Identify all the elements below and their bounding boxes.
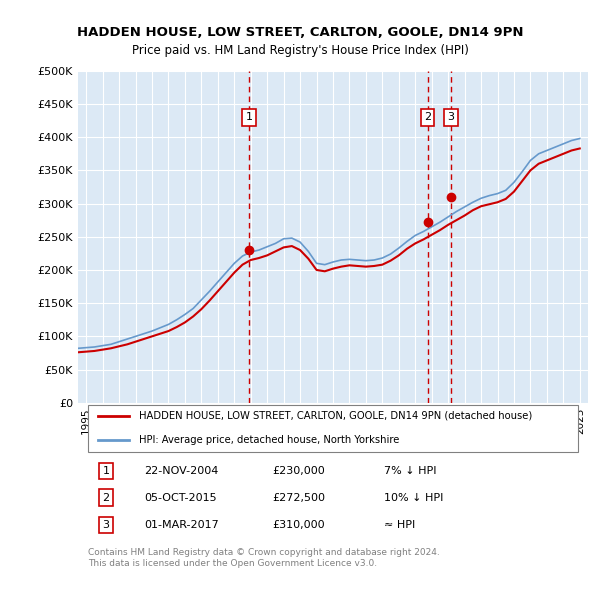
Text: 05-OCT-2015: 05-OCT-2015 bbox=[145, 493, 217, 503]
Text: HADDEN HOUSE, LOW STREET, CARLTON, GOOLE, DN14 9PN: HADDEN HOUSE, LOW STREET, CARLTON, GOOLE… bbox=[77, 26, 523, 39]
Text: £230,000: £230,000 bbox=[272, 466, 325, 476]
Text: 22-NOV-2004: 22-NOV-2004 bbox=[145, 466, 218, 476]
Text: Contains HM Land Registry data © Crown copyright and database right 2024.
This d: Contains HM Land Registry data © Crown c… bbox=[88, 548, 440, 568]
Text: 3: 3 bbox=[448, 112, 454, 122]
Text: HPI: Average price, detached house, North Yorkshire: HPI: Average price, detached house, Nort… bbox=[139, 435, 400, 445]
Text: 10% ↓ HPI: 10% ↓ HPI bbox=[384, 493, 443, 503]
Text: 1: 1 bbox=[245, 112, 253, 122]
Text: 01-MAR-2017: 01-MAR-2017 bbox=[145, 520, 219, 530]
Text: £272,500: £272,500 bbox=[272, 493, 325, 503]
Text: 3: 3 bbox=[103, 520, 110, 530]
Text: Price paid vs. HM Land Registry's House Price Index (HPI): Price paid vs. HM Land Registry's House … bbox=[131, 44, 469, 57]
Text: 7% ↓ HPI: 7% ↓ HPI bbox=[384, 466, 437, 476]
Text: £310,000: £310,000 bbox=[272, 520, 325, 530]
Text: 1: 1 bbox=[103, 466, 110, 476]
Text: 2: 2 bbox=[103, 493, 110, 503]
Text: 2: 2 bbox=[424, 112, 431, 122]
FancyBboxPatch shape bbox=[88, 405, 578, 453]
Text: HADDEN HOUSE, LOW STREET, CARLTON, GOOLE, DN14 9PN (detached house): HADDEN HOUSE, LOW STREET, CARLTON, GOOLE… bbox=[139, 411, 532, 421]
Text: ≈ HPI: ≈ HPI bbox=[384, 520, 415, 530]
